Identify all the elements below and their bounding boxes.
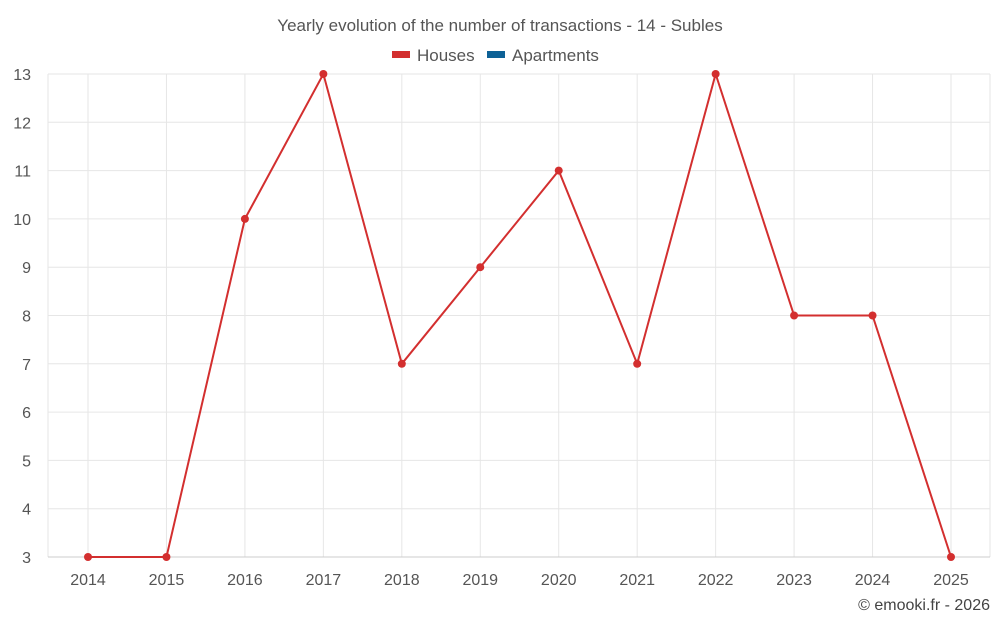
data-point-houses-2016[interactable] (240, 214, 249, 223)
x-tick-label: 2023 (776, 572, 812, 589)
y-tick-label: 11 (14, 164, 31, 181)
x-tick-label: 2024 (855, 572, 891, 589)
x-tick-label: 2021 (619, 572, 655, 589)
data-point-houses-2021[interactable] (633, 359, 642, 368)
data-point-houses-2014[interactable] (84, 553, 92, 561)
data-point-houses-2022[interactable] (711, 70, 720, 78)
data-point-houses-2020[interactable] (554, 166, 563, 175)
data-point-houses-2023[interactable] (790, 311, 799, 320)
data-point-houses-2015[interactable] (162, 553, 171, 561)
y-tick-label: 6 (22, 405, 31, 422)
axes: 3 4 5 6 7 8 9 10 11 12 13 2014 2015 2016 2017 2018 2019 2… (13, 67, 990, 589)
credit-text: © emooki.fr - 2026 (858, 597, 990, 614)
y-tick-label: 3 (22, 550, 31, 567)
x-tick-label: 2019 (462, 572, 498, 589)
series-line-houses (88, 70, 952, 558)
y-tick-label: 13 (13, 67, 31, 84)
data-point-houses-2017[interactable] (319, 70, 328, 78)
x-tick-label: 2017 (306, 572, 342, 589)
legend-label-apartments: Apartments (512, 46, 599, 65)
data-point-houses-2019[interactable] (476, 263, 485, 272)
y-tick-label: 5 (22, 453, 31, 470)
legend-item-houses[interactable]: Houses (392, 46, 475, 65)
data-point-houses-2018[interactable] (397, 359, 406, 368)
y-tick-label: 8 (22, 309, 31, 326)
x-tick-label: 2022 (698, 572, 734, 589)
legend: Houses Apartments (392, 46, 599, 65)
legend-item-apartments[interactable]: Apartments (487, 46, 599, 65)
x-tick-label: 2014 (70, 572, 106, 589)
legend-swatch-apartments (487, 51, 505, 58)
grid (47, 73, 991, 557)
y-tick-label: 12 (13, 115, 31, 132)
x-tick-label: 2015 (149, 572, 185, 589)
legend-label-houses: Houses (417, 46, 475, 65)
data-point-houses-2024[interactable] (868, 311, 877, 320)
y-tick-label: 7 (22, 357, 31, 374)
data-point-houses-2025[interactable] (947, 553, 955, 561)
x-tick-label: 2025 (933, 572, 969, 589)
y-tick-label: 9 (22, 260, 31, 277)
x-tick-label: 2018 (384, 572, 420, 589)
x-tick-label: 2020 (541, 572, 577, 589)
x-tick-label: 2016 (227, 572, 263, 589)
series (84, 70, 955, 561)
chart-title: Yearly evolution of the number of transa… (277, 16, 722, 35)
legend-swatch-houses (392, 51, 410, 58)
y-tick-label: 4 (22, 502, 31, 519)
y-tick-label: 10 (13, 212, 31, 229)
